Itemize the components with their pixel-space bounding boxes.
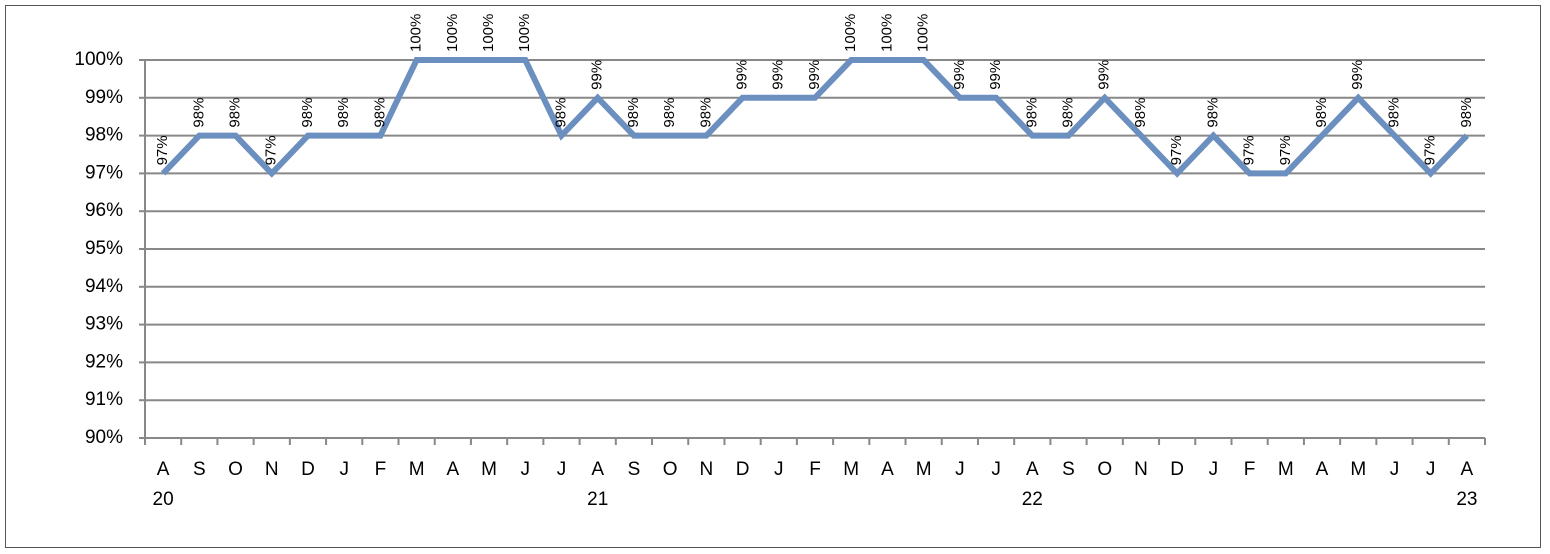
x-tick-label: M: [481, 459, 497, 480]
data-label: 98%: [1132, 98, 1149, 128]
data-label: 99%: [734, 60, 751, 90]
x-tick-label: O: [663, 459, 678, 480]
data-label: 99%: [1096, 60, 1113, 90]
x-tick-label: F: [1244, 459, 1256, 480]
x-tick-label: J: [774, 459, 784, 480]
data-label: 98%: [371, 98, 388, 128]
data-label: 100%: [408, 14, 425, 52]
x-tick-label: M: [916, 459, 932, 480]
data-label: 99%: [951, 60, 968, 90]
x-tick-label: J: [339, 459, 349, 480]
data-label: 100%: [444, 14, 461, 52]
data-label: 100%: [878, 14, 895, 52]
x-tick-label: N: [699, 459, 713, 480]
data-label: 97%: [263, 135, 280, 165]
data-label: 98%: [299, 98, 316, 128]
data-label: 99%: [1349, 60, 1366, 90]
y-tick-label: 94%: [85, 276, 123, 297]
x-tick-label: J: [557, 459, 567, 480]
data-label: 97%: [1422, 135, 1439, 165]
data-label: 97%: [154, 135, 171, 165]
data-label: 100%: [915, 14, 932, 52]
data-label: 99%: [987, 60, 1004, 90]
x-tick-label: D: [736, 459, 750, 480]
x-tick-label: F: [809, 459, 821, 480]
x-tick-label: D: [301, 459, 315, 480]
x-tick-label: J: [1390, 459, 1400, 480]
data-label: 98%: [1204, 98, 1221, 128]
x-tick-label: A: [157, 459, 170, 480]
x-tick-label: A: [591, 459, 604, 480]
year-label: 22: [1022, 489, 1043, 510]
x-tick-label: J: [1209, 459, 1219, 480]
y-tick-label: 100%: [74, 49, 123, 70]
data-label: 100%: [480, 14, 497, 52]
y-tick-label: 97%: [85, 162, 123, 183]
x-tick-label: M: [1278, 459, 1294, 480]
data-label: 98%: [697, 98, 714, 128]
data-label: 98%: [1059, 98, 1076, 128]
data-label: 100%: [842, 14, 859, 52]
data-label: 97%: [1241, 135, 1258, 165]
x-tick-label: A: [881, 459, 894, 480]
x-tick-label: A: [1461, 459, 1474, 480]
y-tick-label: 99%: [85, 87, 123, 108]
data-label: 99%: [589, 60, 606, 90]
x-tick-label: A: [446, 459, 459, 480]
data-label: 98%: [1313, 98, 1330, 128]
x-tick-label: J: [521, 459, 531, 480]
data-line: [160, 57, 1470, 178]
x-tick-label: M: [843, 459, 859, 480]
y-tick-label: 92%: [85, 351, 123, 372]
x-tick-label: M: [1350, 459, 1366, 480]
data-label: 98%: [227, 98, 244, 128]
y-tick-label: 98%: [85, 125, 123, 146]
data-label: 98%: [1385, 98, 1402, 128]
data-label: 98%: [1023, 98, 1040, 128]
x-tick-label: D: [1170, 459, 1184, 480]
year-label: 20: [153, 489, 174, 510]
data-label: 98%: [190, 98, 207, 128]
x-tick-label: M: [409, 459, 425, 480]
y-tick-label: 96%: [85, 200, 123, 221]
y-tick-label: 95%: [85, 238, 123, 259]
x-tick-label: F: [375, 459, 387, 480]
x-tick-label: S: [1062, 459, 1075, 480]
x-tick-label: N: [265, 459, 279, 480]
data-label: 99%: [770, 60, 787, 90]
x-tick-label: A: [1026, 459, 1039, 480]
x-tick-label: O: [228, 459, 243, 480]
data-label: 98%: [335, 98, 352, 128]
y-tick-label: 93%: [85, 314, 123, 335]
data-label: 98%: [1458, 98, 1475, 128]
year-label: 21: [587, 489, 608, 510]
data-label: 98%: [661, 98, 678, 128]
x-tick-label: J: [991, 459, 1001, 480]
x-tick-label: J: [1426, 459, 1436, 480]
data-label: 97%: [1168, 135, 1185, 165]
x-tick-label: S: [628, 459, 641, 480]
data-label: 99%: [806, 60, 823, 90]
data-label: 100%: [516, 14, 533, 52]
x-tick-label: A: [1316, 459, 1329, 480]
year-label: 23: [1456, 489, 1477, 510]
x-tick-label: N: [1134, 459, 1148, 480]
x-tick-label: J: [955, 459, 965, 480]
data-label: 98%: [552, 98, 569, 128]
y-tick-label: 91%: [85, 389, 123, 410]
y-tick-label: 90%: [85, 427, 123, 448]
x-tick-label: O: [1097, 459, 1112, 480]
x-tick-label: S: [193, 459, 206, 480]
data-label: 97%: [1277, 135, 1294, 165]
data-label: 98%: [625, 98, 642, 128]
